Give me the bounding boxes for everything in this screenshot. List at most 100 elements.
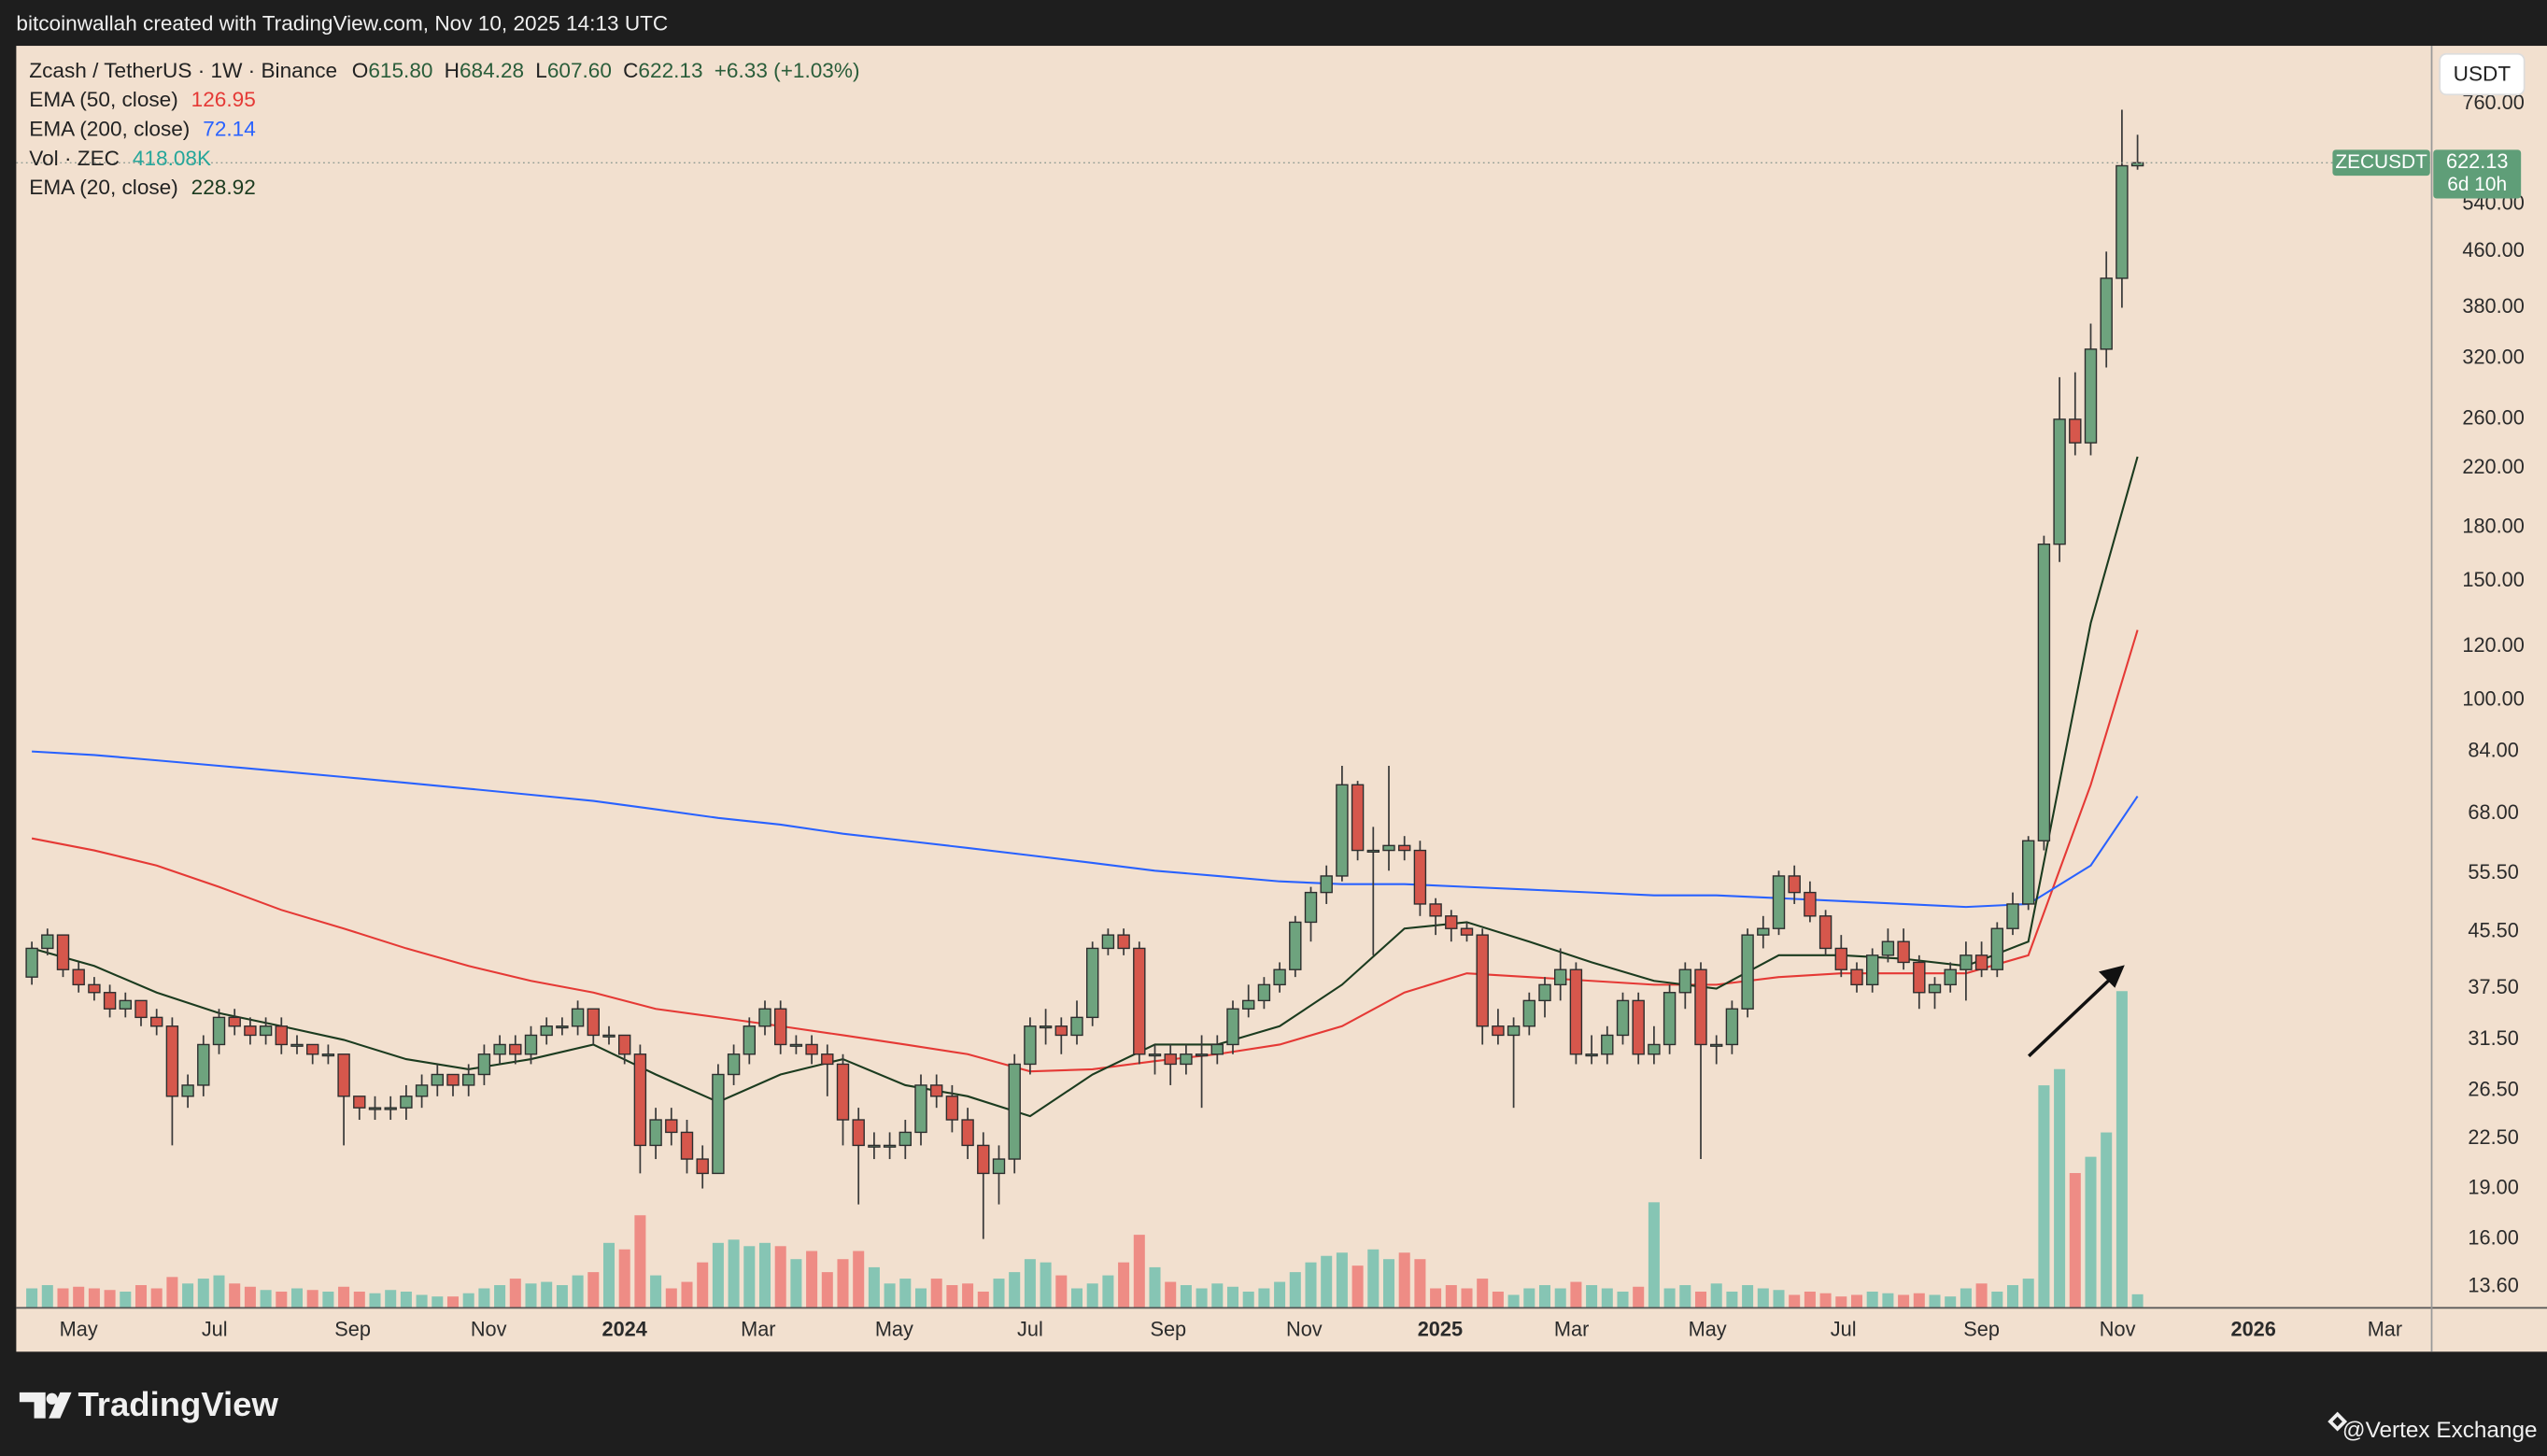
volume-bar <box>416 1294 428 1308</box>
candle-body <box>992 1158 1006 1175</box>
candle-body <box>1445 915 1458 929</box>
volume-bar <box>1414 1259 1426 1308</box>
candle-body <box>1148 1053 1162 1057</box>
volume-bar <box>774 1246 786 1308</box>
candle-body <box>384 1107 397 1110</box>
currency: USDT <box>2454 62 2512 85</box>
volume-bar <box>1258 1288 1270 1308</box>
legend-text: C <box>623 59 638 82</box>
volume-bar <box>1242 1291 1254 1308</box>
volume-bar <box>1118 1262 1130 1308</box>
volume-bar <box>244 1286 256 1308</box>
candle-body <box>1974 954 1988 970</box>
candle-body <box>88 983 101 994</box>
volume-bar <box>681 1281 693 1308</box>
volume-bar <box>587 1272 600 1308</box>
volume-bar <box>2101 1132 2113 1308</box>
legend-text: Zcash / TetherUS · 1W · Binance <box>29 59 337 82</box>
candle-body <box>617 1034 631 1055</box>
volume-bar <box>602 1242 616 1308</box>
y-tick-label: 26.50 <box>2468 1078 2518 1101</box>
volume-bar <box>1196 1288 1208 1308</box>
volume-bar <box>338 1286 350 1308</box>
x-tick-label: Sep <box>1150 1317 1186 1340</box>
volume-bar <box>1398 1252 1410 1308</box>
candle-body <box>524 1034 538 1055</box>
price-tag-countdown: 6d 10h <box>2447 174 2507 195</box>
candle-body <box>1553 968 1567 986</box>
volume-bar <box>1538 1285 1551 1308</box>
currency-box[interactable] <box>2439 52 2526 96</box>
volume-bar <box>853 1251 865 1308</box>
candle-body <box>1663 992 1677 1046</box>
candle-body <box>1257 983 1271 1002</box>
volume-bar <box>2085 1156 2097 1308</box>
x-tick-label: Nov <box>1286 1317 1323 1340</box>
plot <box>16 109 2432 1308</box>
volume-bar <box>2022 1279 2034 1308</box>
candle-body <box>571 1008 585 1027</box>
volume-bar <box>276 1291 288 1308</box>
x-tick-label: Jul <box>202 1317 228 1340</box>
watermark: @Vertex Exchange <box>2342 1418 2538 1443</box>
candle-body <box>353 1096 366 1109</box>
volume-bar <box>1866 1291 1878 1308</box>
candle-body <box>56 934 70 970</box>
volume-bar <box>618 1249 630 1308</box>
candle-body <box>461 1073 475 1086</box>
volume-bar <box>930 1279 942 1308</box>
volume-bar <box>1009 1272 1021 1308</box>
volume-bar <box>290 1288 304 1308</box>
symbol-tag <box>2332 149 2430 177</box>
volume-bar <box>712 1242 724 1308</box>
volume-bar <box>1586 1285 1598 1308</box>
candle-body <box>899 1131 913 1147</box>
candle-body <box>789 1043 803 1047</box>
volume-bar <box>1960 1288 1972 1308</box>
volume-bar <box>369 1293 381 1308</box>
candle-body <box>1039 1025 1053 1029</box>
x-tick-label: Mar <box>1554 1317 1589 1340</box>
candle-body <box>633 1053 647 1147</box>
volume-bar <box>1305 1262 1317 1308</box>
volume-bar <box>758 1242 771 1308</box>
volume-bar <box>1882 1293 1894 1308</box>
candle-body <box>2100 277 2113 350</box>
candle-body <box>1226 1008 1239 1046</box>
legend-text: 228.92 <box>191 176 256 199</box>
volume-bar <box>229 1283 241 1308</box>
volume-bar <box>1991 1291 2003 1308</box>
x-tick-label: Sep <box>1963 1317 2000 1340</box>
candle-body <box>1476 934 1489 1027</box>
candle-body <box>821 1053 834 1066</box>
y-tick-label: 37.50 <box>2468 975 2518 998</box>
volume-bar <box>1149 1266 1161 1308</box>
volume-bar <box>868 1266 880 1308</box>
candle-body <box>883 1144 897 1148</box>
axes: 13.60 16.00 19.00 22.50 26.50 31.50 37.50 45.50… <box>60 91 2525 1340</box>
candle-body <box>1085 947 1099 1019</box>
y-tick-label: 220.00 <box>2462 455 2524 478</box>
ema-line <box>32 750 2139 909</box>
candle-body <box>477 1053 491 1076</box>
candle-body <box>41 934 54 950</box>
y-tick-label: 13.60 <box>2468 1274 2518 1297</box>
arrow-annotation <box>2028 965 2125 1058</box>
candle-body <box>149 1016 163 1027</box>
y-tick-label: 31.50 <box>2468 1026 2518 1050</box>
volume-bar <box>446 1296 460 1308</box>
candle-body <box>1320 875 1333 894</box>
candle-body <box>72 968 85 986</box>
candle-body <box>1694 968 1707 1046</box>
candle-body <box>1601 1034 1614 1055</box>
candle-body <box>1709 1043 1723 1047</box>
y-tick-label: 120.00 <box>2462 633 2524 657</box>
legend-text: 622.13 <box>638 59 702 82</box>
credit: bitcoinwallah created with TradingView.c… <box>16 11 668 35</box>
candle-body <box>1336 784 1349 877</box>
legend-text: 418.08K <box>133 147 211 170</box>
candle-body <box>1569 968 1583 1055</box>
volume-bar <box>2131 1293 2144 1308</box>
candle-body <box>400 1096 413 1109</box>
volume-bar <box>509 1279 521 1308</box>
